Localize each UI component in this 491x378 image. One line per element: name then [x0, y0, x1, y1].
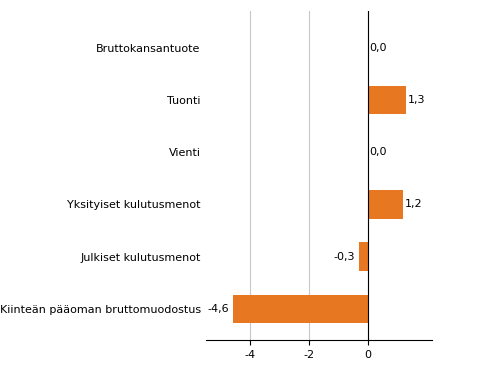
Bar — [359, 242, 368, 271]
Bar — [368, 86, 406, 115]
Text: -4,6: -4,6 — [208, 304, 229, 314]
Bar — [233, 294, 368, 323]
Text: 0,0: 0,0 — [370, 147, 387, 157]
Text: 1,3: 1,3 — [408, 95, 425, 105]
Bar — [368, 190, 403, 219]
Text: 0,0: 0,0 — [370, 43, 387, 53]
Text: 1,2: 1,2 — [405, 200, 422, 209]
Text: -0,3: -0,3 — [334, 252, 355, 262]
